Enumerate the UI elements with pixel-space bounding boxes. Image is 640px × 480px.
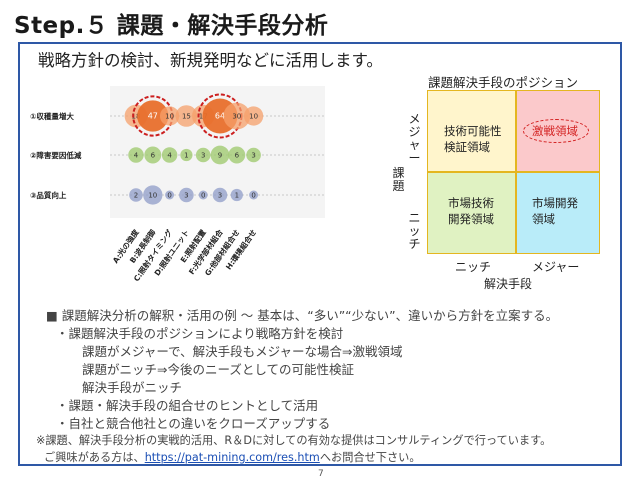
- matrix-title: 課題解決手段のポジション: [428, 75, 579, 90]
- quadrant-label: 市場開発: [532, 196, 578, 210]
- dashed-oval: [523, 119, 589, 143]
- page-number: 7: [318, 469, 324, 479]
- bubble: [249, 190, 259, 200]
- bubble: [165, 190, 175, 200]
- bubble: [161, 147, 178, 163]
- bubble-value: 3: [184, 192, 188, 200]
- y-axis-major: メジャー: [408, 112, 421, 165]
- footer-prefix: ご興味がある方は、: [44, 451, 145, 464]
- row-label: ②障害要因低減: [30, 150, 82, 160]
- quadrant-label: 技術可能性: [444, 124, 502, 138]
- subtitle: 戦略方針の検討、新規発明などに活用します。: [38, 51, 383, 70]
- bubble-value: 64: [215, 112, 225, 121]
- bubble: [228, 146, 246, 164]
- notes: ■ 課題解決分析の解釈・活用の例 ～ 基本は、“多い”“少ない”、違いから方針を…: [46, 307, 558, 433]
- sub-bullet: 解決手段がニッチ: [82, 380, 183, 395]
- quadrant-technical-verification: 技術可能性 検証領域: [427, 90, 516, 172]
- bubble-value: 9: [218, 152, 222, 160]
- bubble: [243, 106, 264, 126]
- x-axis-label: 解決手段: [484, 277, 533, 291]
- bubble-value: 30: [232, 113, 241, 121]
- bubble-value: 0: [201, 192, 205, 200]
- bubble-value: 3: [218, 192, 222, 200]
- bubble-value: 2: [134, 192, 138, 200]
- content-frame: [18, 42, 622, 466]
- bubble: [246, 147, 261, 163]
- quadrant-label: 検証領域: [444, 140, 490, 154]
- y-axis-label: 課題: [392, 166, 405, 193]
- footer: ※課題、解決手段分析の実戦的活用、R＆Dに対しての有効な提供はコンサルティングで…: [36, 432, 551, 466]
- bubble-value: 1: [235, 192, 239, 200]
- bubble: [210, 145, 230, 165]
- bullet: ・課題・解決手段の組合せのヒントとして活用: [56, 398, 319, 413]
- bubble: [212, 187, 228, 203]
- bubble-value: 6: [151, 152, 156, 160]
- bullet: ・課題解決手段のポジションにより戦略方針を検討: [56, 326, 344, 341]
- bubble: [230, 188, 243, 202]
- bubble: [179, 187, 194, 203]
- footer-line1: ※課題、解決手段分析の実戦的活用、R＆Dに対しての有効な提供はコンサルティングで…: [36, 434, 552, 447]
- bubble-value: 15: [182, 113, 191, 121]
- quadrant-competitive: 激戦領域: [516, 90, 600, 172]
- quadrant-label: 市場技術: [448, 196, 494, 210]
- bubble: [144, 146, 162, 164]
- bubble-value: 0: [167, 192, 171, 200]
- notes-heading: ■ 課題解決分析の解釈・活用の例 ～ 基本は、“多い”“少ない”、違いから方針を…: [46, 308, 559, 323]
- bubble-value: 1: [184, 152, 188, 160]
- x-axis-major: メジャー: [532, 260, 580, 274]
- sub-bullet: 課題がニッチ⇒今後のニーズとしての可能性検証: [82, 362, 354, 377]
- bubble: [129, 188, 143, 202]
- page-title: Step.５ 課題・解決手段分析: [14, 13, 329, 39]
- bubble-value: 10: [165, 113, 174, 121]
- bubble-value: 4: [134, 152, 139, 160]
- bubble-value: 3: [251, 152, 255, 160]
- bullet: ・自社と競合他社との違いをクローズアップする: [56, 416, 331, 431]
- quadrant-market-tech: 市場技術 開発領域: [427, 172, 516, 254]
- bubble-value: 10: [249, 113, 258, 121]
- bubble: [223, 102, 251, 130]
- bubble-value: 18: [132, 113, 141, 121]
- bubble-value: 3: [201, 152, 205, 160]
- quadrant-label: 領域: [532, 212, 555, 226]
- bubble: [128, 147, 144, 163]
- bubble: [143, 185, 163, 205]
- sub-bullet: 課題がメジャーで、解決手段もメジャーな場合⇒激戦領域: [82, 344, 403, 359]
- quadrant-label: 開発領域: [448, 212, 494, 226]
- bubble-value: 10: [148, 192, 157, 200]
- bubble: [198, 190, 208, 200]
- row-label: ①収穫量増大: [30, 111, 74, 121]
- bubble-value: 4: [167, 152, 172, 160]
- bubble: [159, 106, 180, 126]
- y-axis-niche: ニッチ: [408, 211, 421, 251]
- quadrant-market-dev: 市場開発 領域: [516, 172, 600, 254]
- bubble-value: 47: [148, 112, 158, 121]
- contact-link[interactable]: https://pat-mining.com/res.htm: [144, 451, 320, 464]
- bubble-value: 0: [251, 192, 255, 200]
- x-axis-niche: ニッチ: [455, 260, 492, 274]
- bubble-value: 6: [235, 152, 240, 160]
- bubble-chart: ①収穫量増大②障害要因低減③品質向上1847101517643010464139…: [30, 86, 325, 283]
- bubble: [137, 100, 169, 132]
- bubble: [175, 105, 198, 127]
- footer-suffix: へお問合せ下さい。: [319, 451, 421, 464]
- bubble: [180, 148, 193, 162]
- bubble: [195, 147, 211, 163]
- row-label: ③品質向上: [30, 190, 67, 200]
- quadrant-label: 激戦領域: [532, 124, 578, 138]
